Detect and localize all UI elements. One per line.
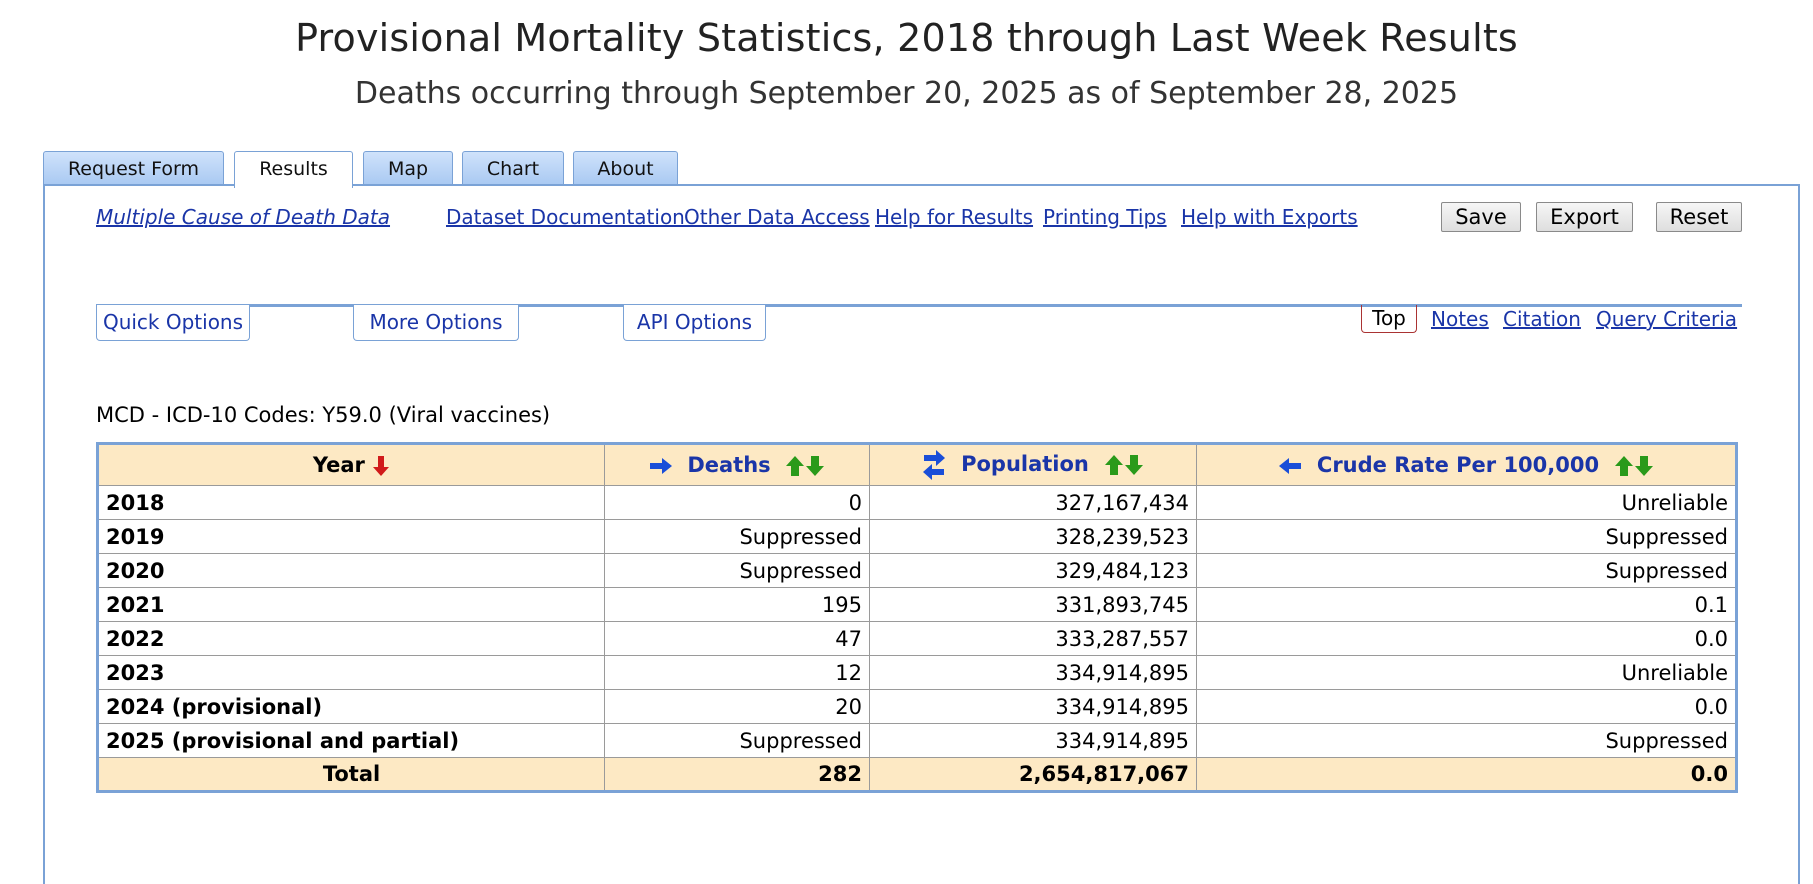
table-row: 2025 (provisional and partial) Suppresse… [97,723,1737,758]
crude-rate-cell: Suppressed [1196,553,1737,588]
tab-results[interactable]: Results [234,151,353,188]
deaths-cell: 20 [604,689,870,724]
crude-rate-cell: Suppressed [1196,519,1737,554]
sort-toggle-icon[interactable] [785,455,825,477]
population-cell: 329,484,123 [869,553,1197,588]
citation-link[interactable]: Citation [1503,307,1581,331]
crude-rate-header-label: Crude Rate Per 100,000 [1316,453,1600,477]
table-row: 2023 12 334,914,895 Unreliable [97,655,1737,690]
population-cell: 327,167,434 [869,485,1197,520]
deaths-cell: 195 [604,587,870,622]
help-with-exports-link[interactable]: Help with Exports [1181,205,1358,229]
tab-chart[interactable]: Chart [462,151,564,185]
deaths-column-header[interactable]: Deaths [604,443,870,486]
year-cell: 2024 (provisional) [97,689,605,724]
table-row: 2020 Suppressed 329,484,123 Suppressed [97,553,1737,588]
deaths-cell: Suppressed [604,519,870,554]
deaths-cell: 12 [604,655,870,690]
crude-rate-cell: 0.0 [1196,689,1737,724]
tab-request-form[interactable]: Request Form [43,151,224,185]
year-header-label: Year [312,453,365,477]
top-button[interactable]: Top [1361,305,1417,333]
year-cell: 2025 (provisional and partial) [97,723,605,758]
population-cell: 334,914,895 [869,655,1197,690]
crude-rate-column-header[interactable]: Crude Rate Per 100,000 [1196,443,1737,486]
total-deaths-cell: 282 [604,757,870,792]
population-header-label: Population [961,452,1089,476]
page-subtitle: Deaths occurring through September 20, 2… [354,76,1459,111]
table-row: 2019 Suppressed 328,239,523 Suppressed [97,519,1737,554]
crude-rate-cell: Unreliable [1196,485,1737,520]
population-cell: 334,914,895 [869,723,1197,758]
deaths-cell: Suppressed [604,723,870,758]
sort-descending-icon[interactable] [372,455,390,477]
api-options-tab[interactable]: API Options [623,305,766,341]
tab-map[interactable]: Map [363,151,453,185]
results-table: Year Deaths Population Crude Rate Per 10… [96,442,1738,793]
quick-options-tab[interactable]: Quick Options [96,305,250,341]
export-button[interactable]: Export [1536,202,1633,232]
crude-rate-cell: Suppressed [1196,723,1737,758]
move-right-arrow-icon[interactable] [649,457,673,475]
deaths-cell: Suppressed [604,553,870,588]
swap-arrows-icon[interactable] [922,449,946,481]
table-header-row: Year Deaths Population Crude Rate Per 10… [97,443,1737,486]
year-cell: 2023 [97,655,605,690]
year-cell: 2020 [97,553,605,588]
printing-tips-link[interactable]: Printing Tips [1043,205,1167,229]
more-options-tab[interactable]: More Options [353,305,519,341]
dataset-link[interactable]: Multiple Cause of Death Data [96,205,391,229]
other-data-access-link[interactable]: Other Data Access [684,205,870,229]
deaths-cell: 0 [604,485,870,520]
year-cell: 2022 [97,621,605,656]
total-row: Total 282 2,654,817,067 0.0 [97,757,1737,792]
table-row: 2021 195 331,893,745 0.1 [97,587,1737,622]
population-cell: 334,914,895 [869,689,1197,724]
table-row: 2018 0 327,167,434 Unreliable [97,485,1737,520]
table-row: 2022 47 333,287,557 0.0 [97,621,1737,656]
query-caption: MCD - ICD-10 Codes: Y59.0 (Viral vaccine… [96,403,551,427]
population-cell: 331,893,745 [869,587,1197,622]
crude-rate-cell: Unreliable [1196,655,1737,690]
dataset-documentation-link[interactable]: Dataset Documentation [446,205,685,229]
query-criteria-link[interactable]: Query Criteria [1596,307,1738,331]
page-title: Provisional Mortality Statistics, 2018 t… [295,16,1518,60]
total-label-cell: Total [97,757,605,792]
population-cell: 333,287,557 [869,621,1197,656]
population-column-header[interactable]: Population [869,443,1197,486]
total-crude-rate-cell: 0.0 [1196,757,1737,792]
crude-rate-cell: 0.0 [1196,621,1737,656]
sort-toggle-icon[interactable] [1614,455,1654,477]
year-cell: 2019 [97,519,605,554]
tab-about[interactable]: About [573,151,678,185]
deaths-cell: 47 [604,621,870,656]
total-population-cell: 2,654,817,067 [869,757,1197,792]
save-button[interactable]: Save [1441,202,1521,232]
year-cell: 2018 [97,485,605,520]
sort-toggle-icon[interactable] [1104,454,1144,476]
notes-link[interactable]: Notes [1431,307,1489,331]
options-divider [96,304,1742,307]
move-left-arrow-icon[interactable] [1278,457,1302,475]
population-cell: 328,239,523 [869,519,1197,554]
table-row: 2024 (provisional) 20 334,914,895 0.0 [97,689,1737,724]
results-panel [43,184,1800,884]
year-cell: 2021 [97,587,605,622]
deaths-header-label: Deaths [687,453,771,477]
help-for-results-link[interactable]: Help for Results [875,205,1034,229]
reset-button[interactable]: Reset [1656,202,1742,232]
crude-rate-cell: 0.1 [1196,587,1737,622]
year-column-header[interactable]: Year [97,443,605,486]
